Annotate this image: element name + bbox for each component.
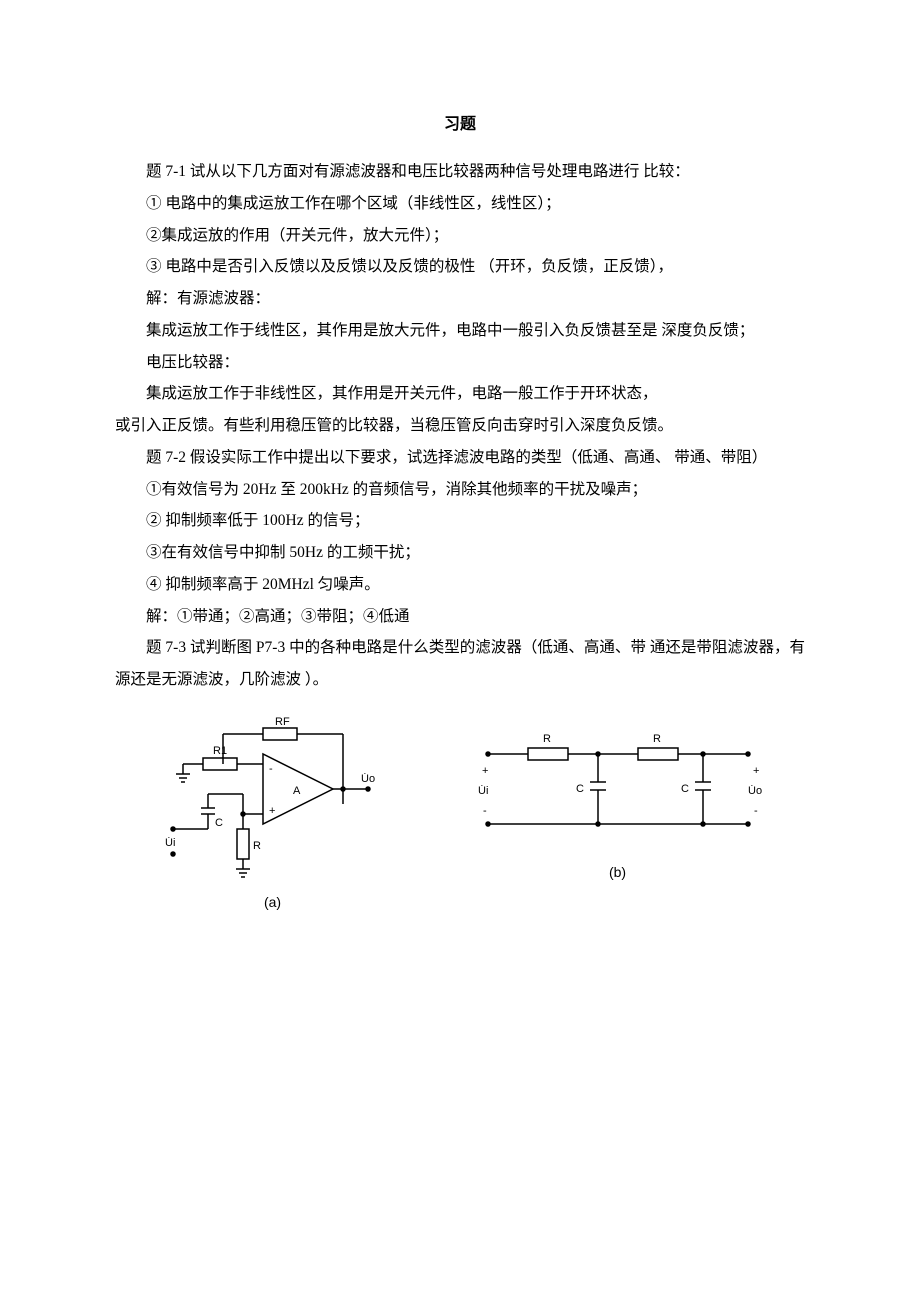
label-r1: R1	[213, 745, 227, 757]
circuit-diagram-a: RF R1 - + A U̇o U̇i C R	[153, 714, 393, 884]
paragraph: 题 7-2 假设实际工作中提出以下要求，试选择滤波电路的类型（低通、高通、 带通…	[115, 442, 805, 474]
label-rf: RF	[275, 716, 290, 728]
label-minus: -	[754, 805, 758, 817]
figure-a-caption: (a)	[264, 894, 281, 910]
paragraph: ③ 电路中是否引入反馈以及反馈以及反馈的极性 （开环，负反馈，正反馈），	[115, 251, 805, 283]
label-plus: +	[269, 805, 275, 817]
label-minus: -	[269, 763, 273, 775]
label-uo: U̇o	[748, 784, 762, 797]
figure-a-col: RF R1 - + A U̇o U̇i C R (a)	[153, 714, 393, 910]
label-c: C	[215, 817, 223, 829]
paragraph: ③在有效信号中抑制 50Hz 的工频干扰；	[115, 537, 805, 569]
paragraph: 题 7-3 试判断图 P7-3 中的各种电路是什么类型的滤波器（低通、高通、带 …	[115, 632, 805, 696]
circuit-diagram-b: R R C C + U̇i - + U̇o -	[468, 714, 768, 854]
label-ui: U̇i	[165, 836, 175, 849]
page-title: 习题	[115, 110, 805, 134]
paragraph: ① 电路中的集成运放工作在哪个区域（非线性区，线性区）；	[115, 188, 805, 220]
figure-b-caption: (b)	[609, 864, 626, 880]
figures-row: RF R1 - + A U̇o U̇i C R (a)	[115, 714, 805, 910]
label-plus: +	[482, 765, 488, 777]
paragraph: 电压比较器：	[115, 347, 805, 379]
label-r: R	[253, 840, 261, 852]
document-page: 习题 题 7-1 试从以下几方面对有源滤波器和电压比较器两种信号处理电路进行 比…	[0, 0, 920, 1303]
paragraph: 或引入正反馈。有些利用稳压管的比较器，当稳压管反向击穿时引入深度负反馈。	[115, 410, 805, 442]
label-r: R	[653, 733, 661, 745]
paragraph: ②集成运放的作用（开关元件，放大元件）；	[115, 220, 805, 252]
paragraph: 解：①带通；②高通；③带阻；④低通	[115, 601, 805, 633]
label-c: C	[576, 783, 584, 795]
label-r: R	[543, 733, 551, 745]
label-uo: U̇o	[361, 772, 375, 785]
paragraph: 解：有源滤波器：	[115, 283, 805, 315]
paragraph: ② 抑制频率低于 100Hz 的信号；	[115, 505, 805, 537]
label-a: A	[293, 785, 301, 797]
paragraph: ①有效信号为 20Hz 至 200kHz 的音频信号，消除其他频率的干扰及噪声；	[115, 474, 805, 506]
paragraph: 题 7-1 试从以下几方面对有源滤波器和电压比较器两种信号处理电路进行 比较：	[115, 156, 805, 188]
paragraph: 集成运放工作于线性区，其作用是放大元件，电路中一般引入负反馈甚至是 深度负反馈；	[115, 315, 805, 347]
label-ui: U̇i	[478, 784, 488, 797]
label-plus: +	[753, 765, 759, 777]
label-c: C	[681, 783, 689, 795]
label-minus: -	[483, 805, 487, 817]
paragraph: 集成运放工作于非线性区，其作用是开关元件，电路一般工作于开环状态，	[115, 378, 805, 410]
figure-b-col: R R C C + U̇i - + U̇o - (b)	[468, 714, 768, 910]
paragraph: ④ 抑制频率高于 20MHzl 匀噪声。	[115, 569, 805, 601]
